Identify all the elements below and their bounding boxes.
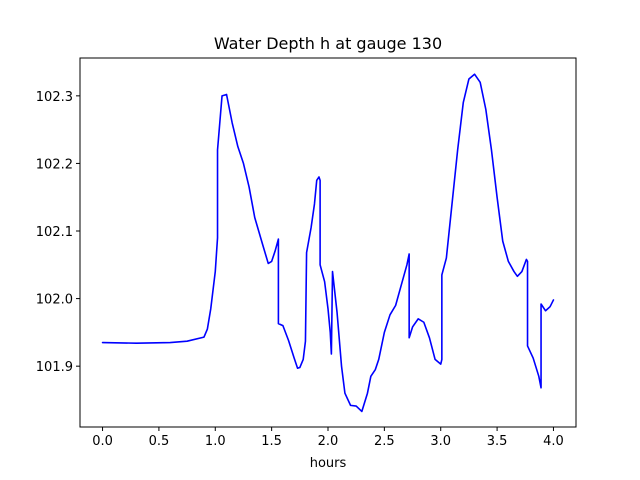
y-tick-label: 102.0	[36, 293, 73, 308]
x-tick-label: 2.5	[374, 434, 395, 449]
y-tick-label: 102.3	[36, 90, 73, 105]
y-tick-label: 102.2	[36, 157, 73, 172]
x-tick-label: 3.5	[487, 434, 508, 449]
x-tick-label: 1.0	[205, 434, 226, 449]
y-tick-label: 101.9	[36, 360, 73, 375]
plot-frame	[79, 57, 577, 428]
x-tick-label: 2.0	[318, 434, 339, 449]
chart-title: Water Depth h at gauge 130	[214, 34, 442, 53]
x-tick-label: 3.0	[430, 434, 451, 449]
x-axis-label: hours	[310, 456, 347, 471]
x-tick-label: 0.5	[149, 434, 170, 449]
series-line-0	[101, 73, 555, 413]
x-tick-label: 4.0	[543, 434, 564, 449]
y-tick-label: 102.1	[36, 225, 73, 240]
x-tick-label: 0.0	[92, 434, 113, 449]
x-tick-label: 1.5	[261, 434, 282, 449]
